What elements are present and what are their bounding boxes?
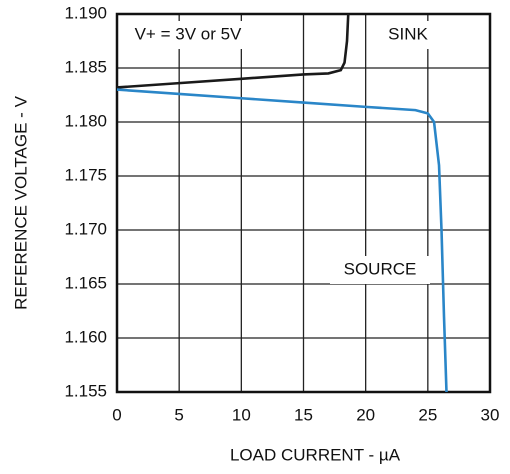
- y-axis-label: REFERENCE VOLTAGE - V: [11, 95, 30, 309]
- y-tick-label: 1.155: [64, 381, 107, 400]
- y-tick-label: 1.180: [64, 111, 107, 130]
- y-tick-label: 1.170: [64, 219, 107, 238]
- x-axis-label: LOAD CURRENT - µA: [230, 445, 401, 464]
- x-tick-label: 15: [294, 405, 313, 424]
- annotation-box: [330, 256, 430, 284]
- x-tick-label: 25: [418, 405, 437, 424]
- y-tick-label: 1.175: [64, 165, 107, 184]
- x-tick-label: 5: [174, 405, 183, 424]
- x-tick-label: 30: [481, 405, 500, 424]
- x-tick-label: 0: [112, 405, 121, 424]
- plot-frame: [115, 12, 492, 394]
- annotation: SOURCE: [344, 259, 417, 278]
- annotation: V+ = 3V or 5V: [135, 24, 242, 43]
- series-line: [116, 13, 350, 89]
- y-tick-label: 1.190: [64, 3, 107, 22]
- y-tick-label: 1.185: [64, 57, 107, 76]
- annotation: SINK: [388, 24, 428, 43]
- x-tick-label: 10: [232, 405, 251, 424]
- series-line: [116, 88, 448, 393]
- y-tick-label: 1.160: [64, 327, 107, 346]
- annotation-box: [373, 21, 443, 49]
- y-tick-label: 1.165: [64, 273, 107, 292]
- annotation-box: [124, 21, 252, 49]
- x-tick-label: 20: [356, 405, 375, 424]
